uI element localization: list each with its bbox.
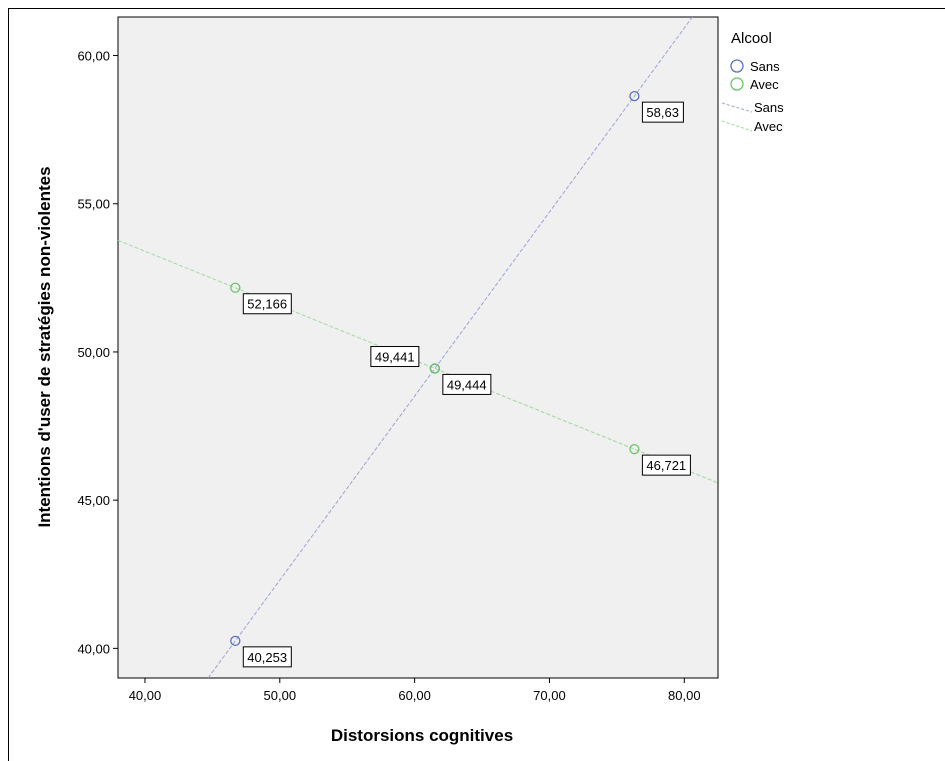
data-label-sans: 49,441 xyxy=(370,346,420,368)
x-axis-ticks: 40,00 50,00 60,00 70,00 80,00 xyxy=(129,678,701,703)
data-label-sans: 58,63 xyxy=(641,101,684,123)
point-sans xyxy=(629,90,640,102)
y-tick-label: 55,00 xyxy=(77,197,110,212)
y-tick-label: 40,00 xyxy=(77,641,110,656)
data-label-box xyxy=(370,346,420,368)
data-label-avec: 49,444 xyxy=(442,373,492,395)
point-avec xyxy=(429,363,441,374)
legend-item-sans: Sans xyxy=(750,59,780,74)
legend-title: Alcool xyxy=(731,30,772,47)
legend-line-sans-icon xyxy=(721,102,753,113)
legend: Alcool Sans Avec Sans Avec xyxy=(721,30,784,134)
data-label-text: 49,441 xyxy=(375,350,415,365)
x-tick-label: 60,00 xyxy=(398,688,431,703)
x-tick-label: 40,00 xyxy=(129,688,162,703)
y-tick-label: 45,00 xyxy=(77,493,110,508)
fit-lines xyxy=(117,16,719,679)
legend-item-avec: Avec xyxy=(750,77,779,92)
legend-marker-avec-icon xyxy=(730,77,744,91)
fit-line-sans xyxy=(207,16,693,679)
data-label-box xyxy=(641,101,684,123)
y-axis-ticks: 40,00 45,00 50,00 55,00 60,00 xyxy=(77,49,118,656)
data-label-text: 40,253 xyxy=(247,650,287,665)
data-label-text: 58,63 xyxy=(646,105,679,120)
data-label-box xyxy=(242,646,292,668)
data-points xyxy=(230,90,640,647)
y-tick-label: 50,00 xyxy=(77,345,110,360)
y-tick-label: 60,00 xyxy=(77,49,110,64)
data-label-box xyxy=(442,373,492,395)
point-sans xyxy=(230,635,241,647)
legend-line-avec-icon xyxy=(721,120,753,132)
data-labels: 40,253 49,441 58,63 52,166 49,444 46,721 xyxy=(242,101,691,668)
data-label-text: 49,444 xyxy=(447,377,487,392)
legend-marker-sans-icon xyxy=(730,59,744,73)
x-tick-label: 50,00 xyxy=(264,688,297,703)
data-label-box xyxy=(641,454,691,476)
data-label-text: 46,721 xyxy=(646,458,686,473)
data-label-avec: 46,721 xyxy=(641,454,691,476)
x-tick-label: 70,00 xyxy=(533,688,566,703)
data-label-sans: 40,253 xyxy=(242,646,292,668)
data-label-avec: 52,166 xyxy=(242,293,292,315)
point-avec xyxy=(629,443,640,455)
data-label-text: 52,166 xyxy=(247,297,287,312)
legend-line-item-sans: Sans xyxy=(754,100,784,115)
x-axis-title: Distorsions cognitives xyxy=(331,726,513,745)
point-avec xyxy=(230,282,241,293)
legend-line-item-avec: Avec xyxy=(754,119,783,134)
chart-frame xyxy=(8,8,945,761)
y-axis-title: Intentions d'user de stratégies non-viol… xyxy=(35,166,54,527)
data-label-box xyxy=(242,293,292,315)
x-tick-label: 80,00 xyxy=(668,688,701,703)
